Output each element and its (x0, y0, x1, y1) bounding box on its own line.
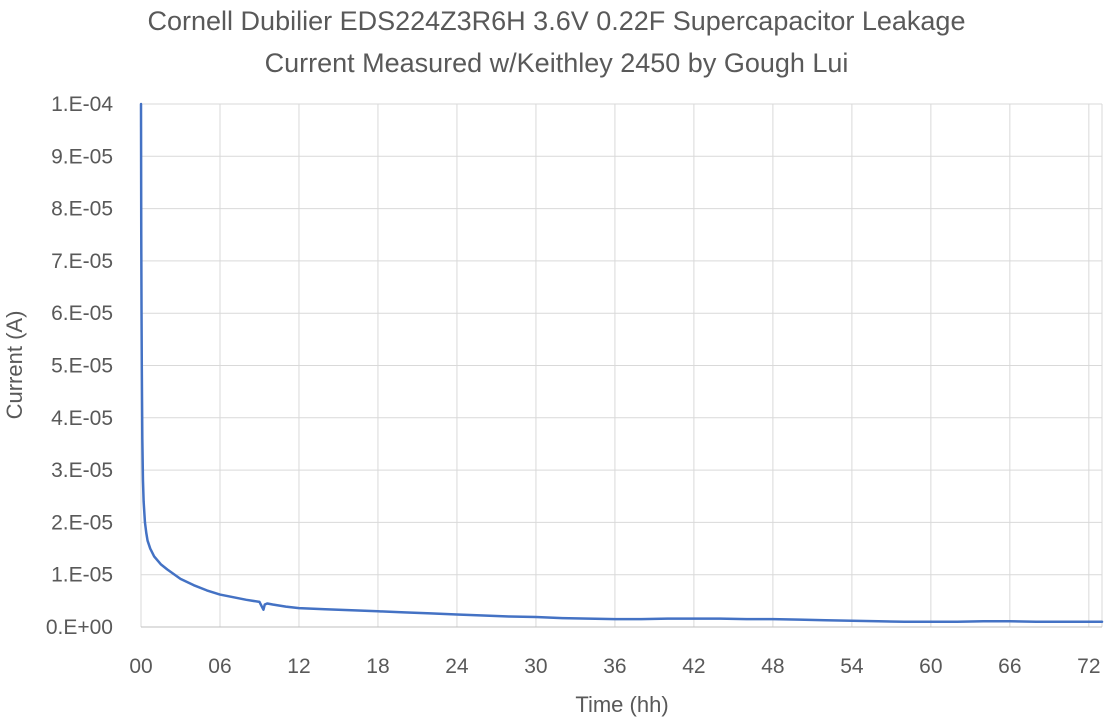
y-tick-label: 7.E-05 (51, 250, 113, 273)
y-tick-label: 1.E-04 (51, 93, 113, 116)
x-tick-label: 30 (524, 655, 547, 678)
x-tick-label: 24 (445, 655, 469, 678)
y-tick-label: 2.E-05 (51, 511, 113, 534)
x-tick-label: 42 (682, 655, 705, 678)
x-tick-label: 36 (603, 655, 626, 678)
y-tick-label: 5.E-05 (51, 355, 113, 378)
series-line-0 (139, 102, 1104, 624)
y-tick-label: 9.E-05 (51, 145, 113, 168)
series-layer (139, 102, 1104, 624)
x-tick-label: 06 (208, 655, 231, 678)
x-tick-label: 54 (840, 655, 864, 678)
y-tick-label: 4.E-05 (51, 407, 113, 430)
chart-title-line-2: Current Measured w/Keithley 2450 by Goug… (264, 48, 849, 78)
x-axis-tick-labels: 00 06 12 18 24 30 36 42 48 54 60 66 72 (129, 655, 1100, 678)
y-tick-label: 3.E-05 (51, 459, 113, 482)
y-tick-label: 6.E-05 (51, 302, 113, 325)
y-axis-title: Current (A) (2, 311, 27, 420)
y-tick-label: 0.E+00 (46, 616, 113, 639)
x-tick-label: 48 (761, 655, 784, 678)
gridlines (140, 103, 1103, 628)
y-axis-tick-labels: 0.E+00 1.E-05 2.E-05 3.E-05 4.E-05 5.E-05 6.E-… (46, 93, 113, 639)
x-axis-title: Time (hh) (575, 692, 668, 717)
x-tick-label: 00 (129, 655, 152, 678)
x-tick-label: 66 (998, 655, 1021, 678)
x-tick-label: 60 (919, 655, 942, 678)
y-tick-label: 8.E-05 (51, 198, 113, 221)
x-tick-label: 18 (366, 655, 389, 678)
x-tick-label: 12 (287, 655, 310, 678)
chart-title: Cornell Dubilier EDS224Z3R6H 3.6V 0.22F … (0, 0, 1113, 84)
x-tick-label: 72 (1077, 655, 1100, 678)
y-tick-label: 1.E-05 (51, 564, 113, 587)
chart-title-line-1: Cornell Dubilier EDS224Z3R6H 3.6V 0.22F … (147, 6, 966, 36)
